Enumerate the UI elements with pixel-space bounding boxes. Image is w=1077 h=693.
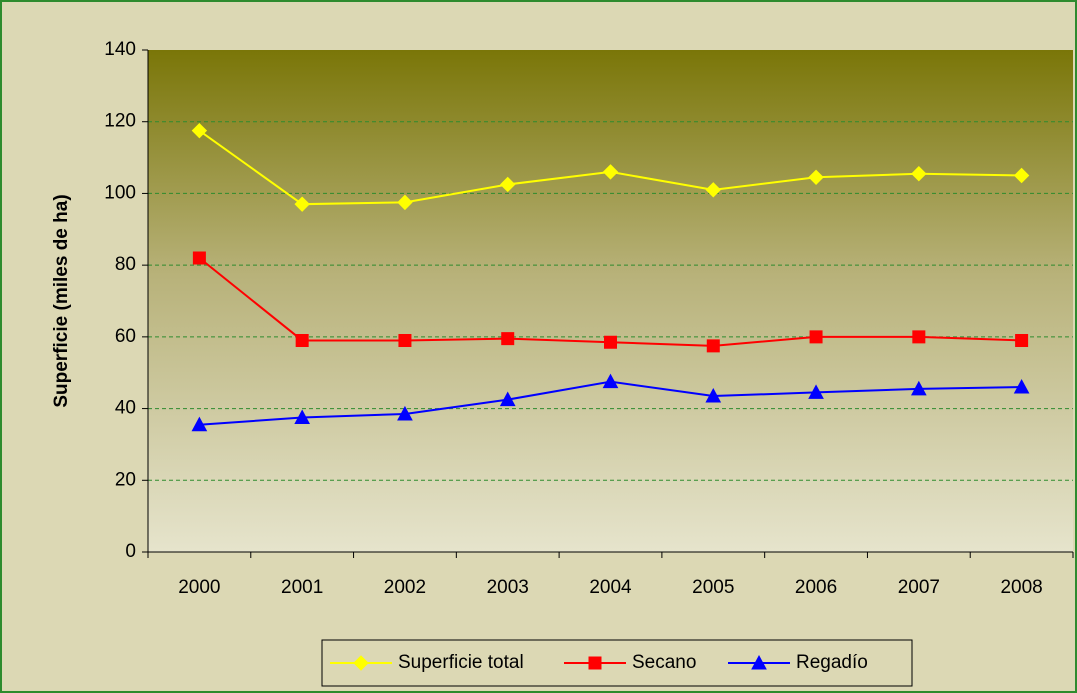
data-point <box>705 387 722 403</box>
data-point <box>191 416 208 432</box>
legend-marker <box>353 655 369 671</box>
data-point <box>912 330 926 344</box>
y-tick-label: 80 <box>115 254 136 275</box>
x-tick-label: 2005 <box>692 577 734 598</box>
data-point <box>192 251 206 265</box>
x-tick-label: 2001 <box>281 577 323 598</box>
y-tick-label: 40 <box>115 398 136 419</box>
data-point <box>911 166 927 182</box>
data-point <box>910 380 927 396</box>
data-point <box>602 373 619 389</box>
y-tick-label: 20 <box>115 469 136 490</box>
data-point <box>295 333 309 347</box>
y-tick-label: 120 <box>104 111 136 132</box>
data-point <box>294 196 310 212</box>
y-axis-title: Superficie (miles de ha) <box>51 194 72 407</box>
y-tick-label: 100 <box>104 182 136 203</box>
legend-label: Superficie total <box>398 652 524 673</box>
data-point <box>706 339 720 353</box>
legend-label: Regadío <box>796 652 868 673</box>
legend-marker <box>751 654 767 670</box>
legend-label: Secano <box>632 652 696 673</box>
data-point <box>397 194 413 211</box>
x-tick-label: 2000 <box>178 577 220 598</box>
x-tick-label: 2008 <box>1000 577 1042 598</box>
data-point <box>500 176 516 193</box>
data-point <box>294 409 311 425</box>
x-tick-label: 2006 <box>795 577 837 598</box>
data-point <box>1015 333 1029 347</box>
x-tick-label: 2004 <box>589 577 632 598</box>
legend-marker <box>588 656 602 670</box>
plot-area <box>148 50 1073 552</box>
data-point <box>809 330 823 344</box>
x-tick-label: 2007 <box>898 577 940 598</box>
data-point <box>705 182 721 198</box>
data-point <box>501 332 515 346</box>
data-point <box>1013 379 1030 394</box>
y-tick-label: 60 <box>115 326 136 347</box>
data-point <box>808 169 824 185</box>
data-point <box>191 122 208 139</box>
data-point <box>604 335 617 349</box>
data-point <box>602 164 619 180</box>
x-tick-label: 2002 <box>384 577 426 598</box>
data-point <box>397 405 413 421</box>
data-point <box>1013 167 1030 184</box>
data-point <box>808 384 824 399</box>
y-tick-label: 140 <box>104 39 136 60</box>
x-tick-label: 2003 <box>487 577 529 598</box>
data-point <box>398 333 412 347</box>
y-tick-label: 0 <box>125 541 136 562</box>
data-point <box>499 391 516 407</box>
